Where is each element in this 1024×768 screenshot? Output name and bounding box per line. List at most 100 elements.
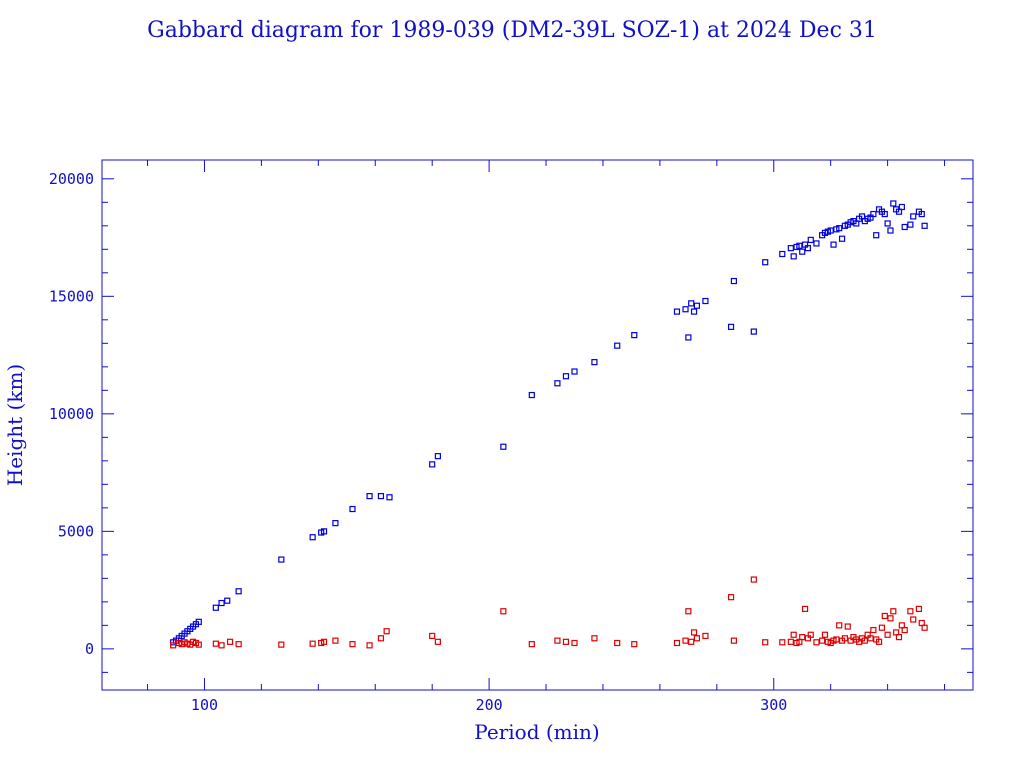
apogee-point (884, 220, 891, 227)
apogee-point (910, 213, 917, 220)
apogee-point (762, 259, 769, 266)
apogee-point (787, 245, 794, 252)
apogee-point (918, 210, 925, 218)
perigee-point (727, 594, 735, 601)
apogee-point (614, 342, 621, 349)
y-axis-label: Height (km) (3, 364, 27, 486)
perigee-point (819, 637, 826, 644)
perigee-point (673, 639, 681, 647)
apogee-point (366, 492, 373, 500)
apogee-point (898, 203, 905, 211)
y-tick-label: 0 (85, 640, 94, 658)
perigee-point (571, 639, 578, 647)
plot-frame (101, 159, 974, 691)
apogee-point (799, 248, 806, 255)
apogee-point (779, 250, 786, 258)
perigee-point (787, 638, 794, 645)
perigee-point (693, 635, 700, 642)
perigee-point (170, 642, 177, 649)
perigee-point (320, 638, 328, 645)
perigee-point (875, 638, 883, 645)
perigee-point (702, 632, 709, 640)
x-tick-label: 200 (476, 696, 503, 714)
perigee-point (833, 636, 840, 643)
apogee-point (685, 334, 692, 341)
perigee-point (878, 624, 886, 631)
perigee-point (434, 638, 441, 645)
perigee-point (688, 638, 695, 645)
perigee-point (591, 635, 598, 642)
apogee-point (790, 253, 797, 260)
apogee-point (921, 222, 928, 229)
perigee-point (762, 639, 769, 646)
apogee-point (349, 505, 356, 513)
x-axis-label: Period (min) (474, 720, 599, 744)
perigee-point (870, 626, 877, 634)
apogee-point (838, 235, 846, 242)
apogee-point (429, 461, 436, 468)
apogee-point (309, 534, 316, 541)
apogee-point (320, 528, 328, 535)
perigee-point (790, 631, 797, 638)
apogee-point (827, 227, 834, 234)
perigee-point (730, 637, 738, 644)
axis-tick-labels: 100 200 300 0 5000 10000 15000 20000 (49, 170, 787, 714)
perigee-point (631, 641, 638, 648)
x-tick-label: 300 (760, 696, 787, 714)
perigee-point (614, 639, 621, 647)
perigee-point (212, 640, 219, 647)
apogee-point (881, 210, 888, 218)
apogee-point (235, 588, 242, 595)
perigee-point (235, 641, 242, 648)
perigee-point (690, 629, 698, 636)
y-tick-label: 5000 (58, 522, 94, 540)
perigee-point (278, 641, 285, 648)
perigee-point (887, 615, 894, 622)
apogee-point (218, 599, 225, 607)
perigee-point (562, 638, 570, 645)
apogee-point (702, 297, 709, 305)
perigee-point (890, 608, 897, 615)
apogee-point (434, 453, 441, 460)
apogee-point (730, 277, 738, 285)
apogee-point (528, 391, 535, 399)
axis-ticks (102, 160, 973, 690)
perigee-point (349, 641, 356, 648)
apogee-point (807, 236, 814, 244)
perigee-point (429, 632, 436, 640)
y-tick-label: 20000 (49, 170, 94, 188)
y-tick-label: 15000 (49, 287, 94, 305)
apogee-point (571, 368, 578, 375)
perigee-point (685, 608, 692, 615)
apogee-point (682, 306, 689, 313)
apogee-point (377, 492, 385, 500)
data-points (170, 200, 928, 649)
apogee-point (813, 240, 820, 247)
apogee-point (386, 494, 393, 501)
perigee-point (195, 641, 202, 648)
perigee-point (881, 612, 888, 620)
apogee-point (278, 556, 285, 563)
perigee-point (807, 631, 814, 638)
perigee-point (750, 576, 757, 583)
apogee-point (693, 302, 700, 309)
apogee-point (631, 331, 638, 339)
apogee-point (901, 223, 908, 231)
apogee-point (591, 359, 598, 366)
apogee-point (887, 227, 894, 234)
perigee-point (218, 642, 225, 649)
perigee-point (500, 608, 507, 615)
perigee-point (884, 631, 891, 638)
perigee-point (554, 637, 561, 644)
perigee-point (226, 638, 234, 645)
apogee-point (690, 308, 698, 315)
apogee-point (796, 242, 803, 249)
perigee-point (377, 635, 385, 642)
apogee-point (562, 373, 570, 380)
apogee-point (688, 300, 695, 307)
apogee-point (873, 232, 880, 239)
apogee-point (195, 618, 202, 625)
perigee-point (528, 641, 535, 648)
apogee-point (750, 328, 757, 335)
